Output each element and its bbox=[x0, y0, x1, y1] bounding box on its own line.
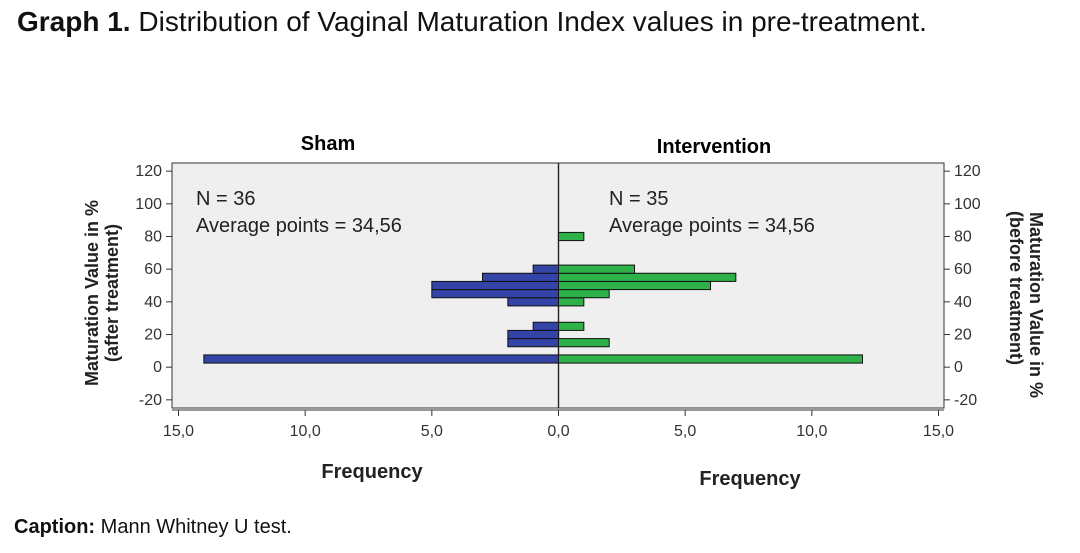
y-tick-label-left: 40 bbox=[144, 294, 162, 311]
sham-bar bbox=[431, 289, 560, 299]
y-tick-label-left: 60 bbox=[144, 261, 162, 278]
caption: Caption: Mann Whitney U test. bbox=[14, 516, 292, 539]
y-tick-label-right: 100 bbox=[954, 196, 981, 213]
y-tick-label-left: -20 bbox=[139, 392, 162, 409]
intervention-bar bbox=[558, 280, 711, 291]
y-tick-label-right: 120 bbox=[954, 163, 981, 180]
intervention-bar bbox=[558, 264, 635, 274]
y-tick-label-left: 20 bbox=[144, 327, 162, 344]
y-tick-label-left: 0 bbox=[153, 359, 162, 376]
y-tick-label-right: 0 bbox=[954, 359, 963, 376]
y-axis-label-right-sub: (before treatment) bbox=[1006, 211, 1026, 365]
panel-title-intervention: Intervention bbox=[657, 136, 771, 158]
y-axis-label-left: Maturation Value in % bbox=[82, 200, 102, 386]
sham-bar bbox=[507, 329, 560, 340]
sham-bar bbox=[507, 297, 560, 307]
x-axis-label-left: Frequency bbox=[321, 461, 423, 483]
intervention-bar bbox=[558, 231, 585, 242]
intervention-bar bbox=[558, 338, 610, 348]
caption-text: Mann Whitney U test. bbox=[100, 516, 292, 538]
intervention-bar bbox=[558, 321, 585, 331]
x-tick-label: 10,0 bbox=[796, 423, 827, 440]
sham-bar bbox=[507, 338, 560, 348]
intervention-bar bbox=[558, 354, 863, 364]
figure-title-label: Graph 1. bbox=[17, 6, 131, 37]
sham-bar bbox=[532, 264, 560, 274]
y-tick-label-left: 120 bbox=[135, 163, 162, 180]
intervention-average-label: Average points = 34,56 bbox=[609, 215, 815, 237]
figure-title-text: Distribution of Vaginal Maturation Index… bbox=[138, 6, 927, 37]
panel-title-sham: Sham bbox=[301, 133, 355, 155]
x-tick-label: 15,0 bbox=[163, 423, 194, 440]
x-tick-label: 10,0 bbox=[290, 423, 321, 440]
y-tick-label-right: 80 bbox=[954, 229, 972, 246]
figure-title: Graph 1. Distribution of Vaginal Maturat… bbox=[17, 6, 927, 38]
y-tick-label-right: 40 bbox=[954, 294, 972, 311]
x-tick-label: 5,0 bbox=[421, 423, 443, 440]
x-tick-label: 5,0 bbox=[674, 423, 696, 440]
sham-average-label: Average points = 34,56 bbox=[196, 215, 402, 237]
y-tick-label-left: 80 bbox=[144, 229, 162, 246]
axes: -20 -20 0 0 20 20 40 40 60 60 80 80 100 100 120 120 0,0 5… bbox=[135, 163, 981, 440]
sham-bar bbox=[532, 321, 560, 331]
intervention-bar bbox=[558, 297, 585, 307]
intervention-n-label: N = 35 bbox=[609, 188, 668, 210]
y-tick-label-right: 60 bbox=[954, 261, 972, 278]
y-axis-label-left-sub: (after treatment) bbox=[102, 224, 122, 362]
bars bbox=[203, 231, 863, 364]
x-axis-label-right: Frequency bbox=[699, 468, 801, 490]
x-tick-label: 15,0 bbox=[923, 423, 954, 440]
y-tick-label-right: -20 bbox=[954, 392, 977, 409]
y-axis-label-right: Maturation Value in % bbox=[1026, 212, 1046, 398]
x-tick-label: 0,0 bbox=[547, 423, 569, 440]
intervention-bar bbox=[558, 272, 737, 282]
intervention-bar bbox=[558, 289, 610, 299]
y-tick-label-right: 20 bbox=[954, 327, 972, 344]
sham-bar bbox=[431, 280, 560, 291]
y-tick-label-left: 100 bbox=[135, 196, 162, 213]
sham-bar bbox=[203, 354, 559, 364]
sham-bar bbox=[482, 272, 559, 282]
caption-label: Caption: bbox=[14, 516, 96, 538]
sham-n-label: N = 36 bbox=[196, 188, 255, 210]
